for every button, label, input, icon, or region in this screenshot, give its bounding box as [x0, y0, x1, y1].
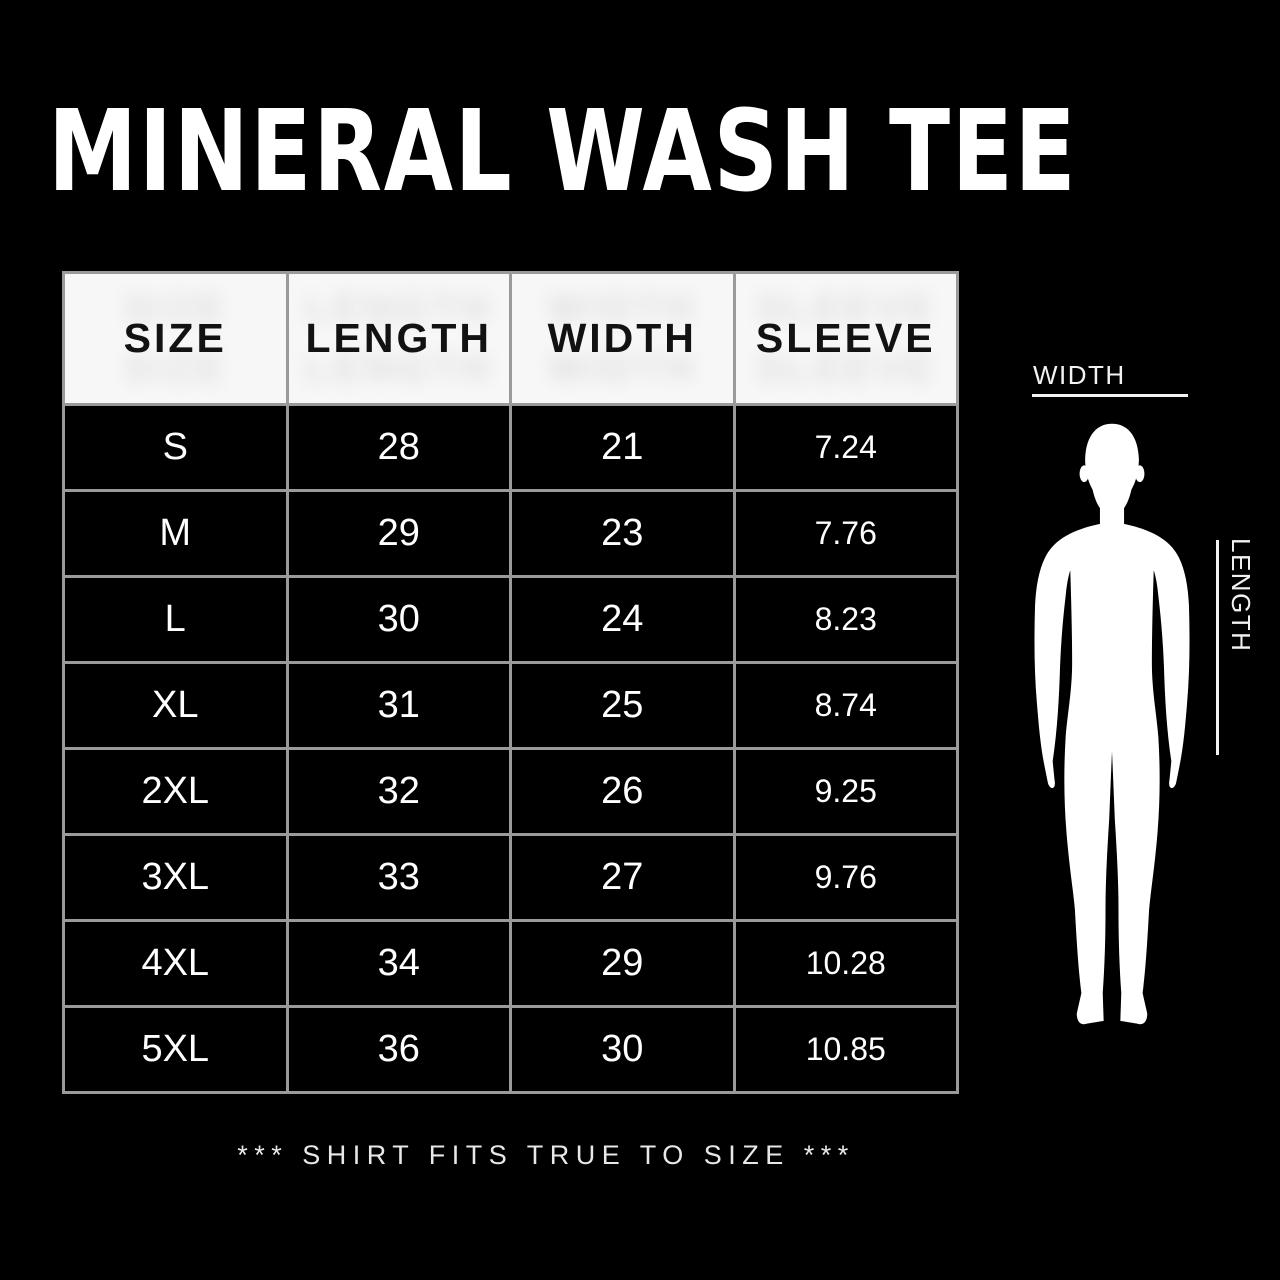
size-cell: 5XL: [62, 1005, 289, 1094]
length-cell: 30: [285, 575, 512, 664]
width-measure-line: [1032, 394, 1188, 397]
length-measure-line: [1216, 540, 1219, 755]
table-row: 2XL 32 26 9.25: [62, 747, 959, 836]
length-cell: 28: [285, 403, 512, 492]
width-cell: 24: [509, 575, 736, 664]
fit-note: *** SHIRT FITS TRUE TO SIZE ***: [237, 1140, 855, 1170]
width-cell: 30: [509, 1005, 736, 1094]
size-cell: 4XL: [62, 919, 289, 1008]
width-cell: 29: [509, 919, 736, 1008]
table-row: 5XL 36 30 10.85: [62, 1005, 959, 1094]
table-row: 3XL 33 27 9.76: [62, 833, 959, 922]
header-sleeve: SLEEVE: [732, 271, 959, 406]
length-cell: 29: [285, 489, 512, 578]
size-cell: S: [62, 403, 289, 492]
table-row: L 30 24 8.23: [62, 575, 959, 664]
header-row: SIZE LENGTH WIDTH SLEEVE: [62, 271, 959, 406]
size-cell: M: [62, 489, 289, 578]
size-cell: XL: [62, 661, 289, 750]
size-table-header: SIZE LENGTH WIDTH SLEEVE: [62, 271, 959, 406]
width-cell: 21: [509, 403, 736, 492]
table-row: M 29 23 7.76: [62, 489, 959, 578]
length-measure-label: LENGTH: [1226, 538, 1256, 653]
sleeve-cell: 10.85: [732, 1005, 959, 1094]
size-cell: L: [62, 575, 289, 664]
sleeve-cell: 7.24: [732, 403, 959, 492]
header-length: LENGTH: [285, 271, 512, 406]
size-table-body: S 28 21 7.24 M 29 23 7.76 L 30 24 8.23 X…: [62, 403, 959, 1094]
sleeve-cell: 7.76: [732, 489, 959, 578]
sleeve-cell: 10.28: [732, 919, 959, 1008]
size-cell: 3XL: [62, 833, 289, 922]
size-cell: 2XL: [62, 747, 289, 836]
length-cell: 36: [285, 1005, 512, 1094]
width-measure-label: WIDTH: [1033, 360, 1126, 390]
width-cell: 23: [509, 489, 736, 578]
size-table: SIZE LENGTH WIDTH SLEEVE S 28 21 7.24 M …: [62, 271, 959, 1094]
header-size: SIZE: [62, 271, 289, 406]
length-cell: 32: [285, 747, 512, 836]
body-silhouette-svg: [1034, 423, 1190, 1025]
length-cell: 34: [285, 919, 512, 1008]
width-cell: 27: [509, 833, 736, 922]
page-title: MINERAL WASH TEE: [48, 87, 1078, 217]
width-cell: 26: [509, 747, 736, 836]
table-row: 4XL 34 29 10.28: [62, 919, 959, 1008]
length-cell: 33: [285, 833, 512, 922]
header-width: WIDTH: [509, 271, 736, 406]
table-row: S 28 21 7.24: [62, 403, 959, 492]
sleeve-cell: 8.74: [732, 661, 959, 750]
body-silhouette: [1010, 420, 1214, 1032]
sleeve-cell: 8.23: [732, 575, 959, 664]
sleeve-cell: 9.25: [732, 747, 959, 836]
table-row: XL 31 25 8.74: [62, 661, 959, 750]
width-cell: 25: [509, 661, 736, 750]
length-cell: 31: [285, 661, 512, 750]
sleeve-cell: 9.76: [732, 833, 959, 922]
